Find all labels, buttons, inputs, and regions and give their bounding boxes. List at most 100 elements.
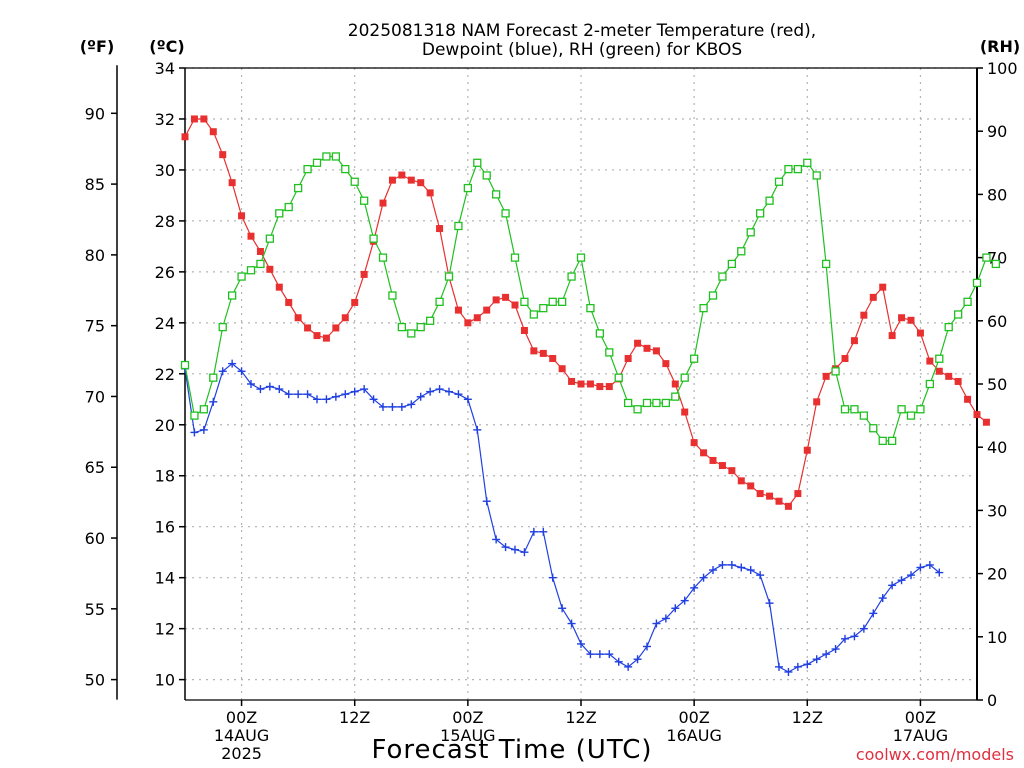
celsius-tick-label: 24	[155, 314, 175, 333]
dewpoint-point	[775, 662, 783, 671]
dewpoint-point	[416, 392, 425, 401]
temperature-point	[228, 179, 236, 187]
dewpoint-point	[482, 497, 491, 506]
dewpoint-point	[671, 604, 680, 613]
temperature-point	[794, 490, 802, 498]
rh-point	[341, 164, 350, 174]
dewpoint-point	[605, 650, 614, 659]
rh-tick-label: 60	[987, 312, 1007, 331]
rh-point	[256, 259, 265, 269]
rh-unit-label: (RH)	[980, 37, 1020, 56]
x-tick-label: 00Z	[226, 708, 257, 727]
rh-point	[331, 152, 341, 161]
x-tick-label: 15AUG	[440, 726, 495, 745]
rh-point	[869, 424, 878, 433]
x-tick-label: 00Z	[905, 708, 936, 727]
temperature-point	[737, 477, 745, 485]
dewpoint-point	[426, 387, 435, 396]
rh-tick-label: 90	[987, 122, 1007, 141]
fahrenheit-tick-label: 55	[85, 600, 105, 619]
dewpoint-point	[322, 395, 331, 404]
dewpoint-point	[690, 583, 699, 592]
celsius-tick-label: 32	[155, 110, 175, 129]
credit-label[interactable]: coolwx.com/models	[856, 745, 1014, 764]
dewpoint-point	[935, 568, 944, 577]
dewpoint-point	[190, 428, 199, 437]
temperature-point	[888, 332, 896, 340]
rh-point	[689, 354, 699, 363]
dewpoint-point	[699, 573, 708, 582]
temperature-point	[238, 212, 246, 220]
temperature-point	[879, 283, 887, 291]
rh-point	[416, 322, 425, 332]
temperature-point	[709, 456, 717, 464]
dewpoint-point	[595, 650, 604, 659]
fahrenheit-tick-label: 70	[85, 387, 105, 406]
temperature-point	[190, 115, 198, 123]
rh-point	[227, 291, 237, 300]
rh-point	[322, 152, 331, 161]
fahrenheit-tick-label: 75	[85, 317, 105, 336]
fahrenheit-tick-label: 80	[85, 246, 105, 265]
temperature-point	[200, 115, 208, 123]
rh-point	[944, 322, 953, 332]
rh-point	[755, 209, 765, 218]
rh-point	[953, 310, 963, 319]
dewpoint-point	[379, 402, 387, 411]
temperature-point	[266, 265, 274, 273]
rh-point	[746, 228, 755, 237]
dewpoint-point	[869, 609, 878, 618]
temperature-point	[539, 349, 547, 357]
rh-point	[388, 291, 397, 300]
rh-point	[473, 158, 482, 167]
rh-point	[218, 322, 227, 332]
dewpoint-point	[218, 367, 227, 376]
temperature-point	[360, 270, 368, 278]
dewpoint-point	[388, 402, 397, 411]
rh-point	[906, 411, 916, 420]
dewpoint-point	[718, 560, 727, 569]
temperature-point	[351, 298, 359, 306]
temperature-point	[766, 492, 774, 500]
temperature-point	[860, 311, 868, 319]
celsius-tick-label: 30	[155, 161, 175, 180]
temperature-point	[586, 380, 594, 388]
dewpoint-point	[916, 563, 925, 572]
dewpoint-point	[756, 571, 765, 580]
rh-point	[859, 411, 869, 420]
rh-point	[548, 297, 557, 306]
temperature-point	[388, 176, 396, 184]
x-tick-label: 12Z	[565, 708, 596, 727]
rh-point	[284, 202, 293, 212]
temperature-point	[954, 377, 962, 385]
x-tick-label: 12Z	[792, 708, 823, 727]
temperature-point	[964, 395, 972, 403]
rh-point	[303, 164, 312, 174]
series-line-dewpoint	[184, 362, 940, 673]
rh-point	[359, 196, 369, 205]
rh-point	[237, 272, 246, 281]
celsius-tick-label: 34	[155, 59, 175, 78]
rh-point	[614, 373, 623, 382]
temperature-point	[492, 296, 500, 304]
rh-point	[510, 253, 520, 262]
temperature-point	[935, 367, 943, 375]
rh-point	[803, 158, 812, 167]
temperature-point	[464, 319, 472, 327]
temperature-point	[643, 344, 651, 352]
celsius-tick-label: 14	[155, 569, 175, 588]
temperature-point	[473, 314, 481, 322]
dewpoint-point	[803, 660, 812, 669]
temperature-point	[407, 176, 415, 184]
rh-point	[793, 164, 803, 174]
dewpoint-point	[727, 560, 736, 569]
x-tick-label: 17AUG	[893, 726, 948, 745]
x-axis-title: Forecast Time (UTC)	[371, 735, 652, 765]
dewpoint-point	[680, 596, 689, 605]
fahrenheit-unit-label: (ºF)	[80, 37, 115, 56]
temperature-point	[605, 383, 613, 391]
dewpoint-point	[633, 655, 642, 664]
rh-point	[557, 297, 567, 306]
temperature-point	[398, 171, 406, 179]
rh-point	[623, 398, 633, 408]
